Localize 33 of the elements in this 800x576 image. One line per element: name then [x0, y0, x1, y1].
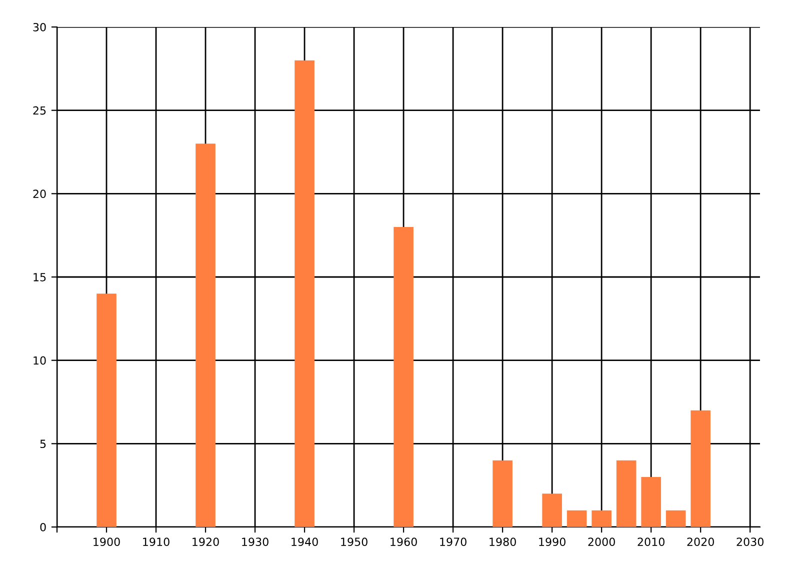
bar — [616, 460, 636, 527]
x-tick-label: 2000 — [588, 538, 615, 546]
bar — [96, 294, 116, 527]
bar — [690, 410, 710, 527]
y-tick-label: 25 — [33, 106, 46, 115]
bar — [641, 477, 661, 527]
y-tick-label: 15 — [34, 273, 46, 282]
y-tick-label: 5 — [40, 440, 46, 448]
x-tick-label: 1900 — [94, 538, 120, 546]
bar — [492, 460, 512, 527]
x-tick-label: 1940 — [292, 538, 318, 546]
x-tick-label: 1970 — [440, 538, 466, 546]
x-tick-label: 1910 — [143, 538, 170, 546]
bar — [566, 510, 587, 527]
x-tick-label: 1960 — [390, 538, 417, 546]
bar — [294, 60, 314, 527]
x-tick-label: 2030 — [736, 538, 764, 546]
x-tick-label: 1950 — [341, 538, 368, 546]
x-tick-label: 1920 — [192, 538, 219, 546]
bar — [394, 227, 414, 527]
bar — [666, 510, 686, 527]
y-tick-label: 20 — [33, 190, 46, 198]
bar — [196, 144, 216, 527]
x-tick-label: 1980 — [490, 538, 516, 546]
x-tick-label: 2020 — [687, 538, 714, 546]
x-tick-label: 1990 — [539, 538, 566, 546]
y-tick-label: 10 — [34, 356, 46, 365]
y-tick-label: 30 — [33, 22, 46, 32]
bar — [542, 494, 562, 527]
x-tick-label: 2010 — [638, 538, 664, 546]
y-tick-label: 0 — [40, 522, 46, 532]
bar — [592, 510, 612, 527]
x-tick-label: 1930 — [242, 538, 268, 546]
